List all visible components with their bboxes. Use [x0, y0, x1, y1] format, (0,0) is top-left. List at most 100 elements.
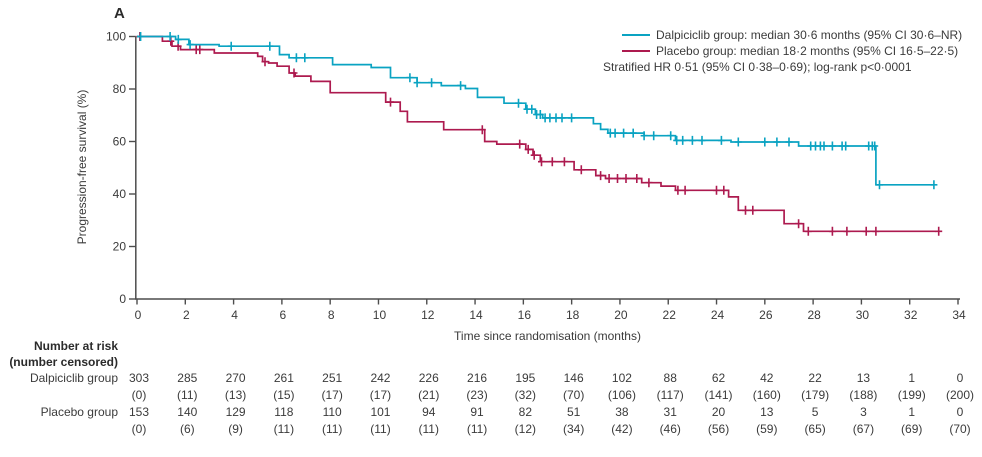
y-tick-label: 100 — [106, 30, 126, 44]
at-risk-count: 303 — [128, 371, 150, 385]
x-tick-label: 34 — [952, 308, 966, 322]
at-risk-count: 226 — [418, 371, 439, 385]
censored-count: (15) — [273, 388, 295, 402]
censor-marks-dalpiciclib-group — [137, 32, 938, 190]
censored-count: (34) — [562, 422, 585, 436]
censored-count: (56) — [707, 422, 730, 436]
at-risk-count: 82 — [518, 405, 533, 419]
censored-count: (141) — [704, 388, 733, 402]
censored-count: (160) — [752, 388, 781, 402]
at-risk-count: 242 — [370, 371, 391, 385]
x-axis-title: Time since randomisation (months) — [454, 329, 641, 343]
x-tick-label: 4 — [231, 308, 238, 322]
at-risk-count: 153 — [128, 405, 150, 419]
at-risk-count: 146 — [563, 371, 584, 385]
censored-count: (23) — [466, 388, 488, 402]
at-risk-row-label: Dalpiciclib group — [29, 371, 118, 385]
x-tick-label: 16 — [518, 308, 532, 322]
km-curve-placebo-group — [137, 35, 937, 233]
censored-count: (70) — [562, 388, 585, 402]
at-risk-count: 1 — [908, 405, 916, 419]
at-risk-count: 195 — [515, 371, 536, 385]
at-risk-count: 140 — [177, 405, 198, 419]
x-tick-label: 2 — [183, 308, 190, 322]
censored-count: (6) — [179, 422, 195, 436]
at-risk-count: 91 — [470, 405, 484, 419]
legend-line-swatch-dalpiciclib — [622, 34, 650, 36]
censored-count: (13) — [224, 388, 247, 402]
at-risk-count: 129 — [225, 405, 246, 419]
censored-count: (46) — [659, 422, 681, 436]
x-tick-label: 20 — [614, 308, 628, 322]
censored-count: (67) — [852, 422, 875, 436]
censored-count: (0) — [131, 422, 147, 436]
y-tick-label: 80 — [113, 82, 127, 96]
x-tick-label: 30 — [856, 308, 870, 322]
censored-count: (32) — [514, 388, 537, 402]
at-risk-count: 101 — [370, 405, 391, 419]
at-risk-count: 285 — [177, 371, 198, 385]
y-axis-title: Progression-free survival (%) — [75, 89, 89, 245]
at-risk-count: 20 — [711, 405, 726, 419]
censored-count: (65) — [804, 422, 826, 436]
at-risk-count: 13 — [856, 371, 871, 385]
y-tick-label: 60 — [113, 135, 127, 149]
at-risk-row-label: Placebo group — [40, 405, 118, 419]
censored-count: (21) — [418, 388, 440, 402]
x-tick-label: 22 — [663, 308, 677, 322]
legend-label-dalpiciclib: Dalpiciclib group: median 30·6 months (9… — [656, 28, 963, 42]
at-risk-count: 118 — [274, 405, 294, 419]
x-tick-label: 8 — [328, 308, 335, 322]
at-risk-count: 110 — [322, 405, 342, 419]
at-risk-count: 42 — [760, 371, 774, 385]
legend-line-swatch-placebo — [622, 50, 650, 52]
censored-count: (12) — [514, 422, 537, 436]
y-tick-label: 20 — [113, 240, 127, 254]
at-risk-count: 102 — [611, 371, 632, 385]
x-tick-label: 0 — [135, 308, 142, 322]
censored-count: (17) — [321, 388, 343, 402]
legend-entry-placebo: Placebo group: median 18·2 months (95% C… — [622, 43, 962, 59]
panel-label: A — [114, 5, 125, 22]
x-tick-label: 26 — [759, 308, 773, 322]
censored-count: (117) — [656, 388, 684, 402]
censored-count: (199) — [897, 388, 926, 402]
censored-count: (69) — [901, 422, 923, 436]
at-risk-count: 5 — [811, 405, 819, 419]
censored-count: (9) — [228, 422, 243, 436]
x-tick-label: 18 — [566, 308, 580, 322]
censored-count: (0) — [131, 388, 147, 402]
at-risk-header-line2: (number censored) — [9, 355, 118, 369]
censored-count: (59) — [756, 422, 778, 436]
at-risk-count: 0 — [956, 405, 964, 419]
censored-count: (70) — [949, 422, 971, 436]
at-risk-count: 216 — [467, 371, 488, 385]
at-risk-header-line1: Number at risk — [33, 339, 118, 353]
at-risk-count: 13 — [760, 405, 774, 419]
censored-count: (11) — [321, 422, 343, 436]
at-risk-count: 0 — [956, 371, 964, 385]
x-tick-label: 24 — [711, 308, 725, 322]
censored-count: (11) — [418, 422, 439, 436]
x-tick-label: 32 — [904, 308, 918, 322]
at-risk-count: 31 — [663, 405, 677, 419]
at-risk-count: 62 — [711, 371, 726, 385]
at-risk-count: 94 — [422, 405, 436, 419]
censored-count: (11) — [370, 422, 391, 436]
x-tick-label: 12 — [421, 308, 435, 322]
censored-count: (42) — [611, 422, 633, 436]
x-tick-label: 14 — [469, 308, 483, 322]
at-risk-count: 3 — [860, 405, 867, 419]
x-tick-label: 6 — [280, 308, 287, 322]
at-risk-count: 51 — [566, 405, 581, 419]
censored-count: (200) — [945, 388, 975, 402]
censored-count: (11) — [177, 388, 198, 402]
censored-count: (17) — [369, 388, 392, 402]
at-risk-count: 38 — [615, 405, 629, 419]
censored-count: (11) — [273, 422, 295, 436]
censored-count: (106) — [607, 388, 636, 402]
hr-logrank-annotation: Stratified HR 0·51 (95% CI 0·38–0·69); l… — [603, 60, 912, 74]
y-tick-label: 0 — [119, 292, 126, 306]
